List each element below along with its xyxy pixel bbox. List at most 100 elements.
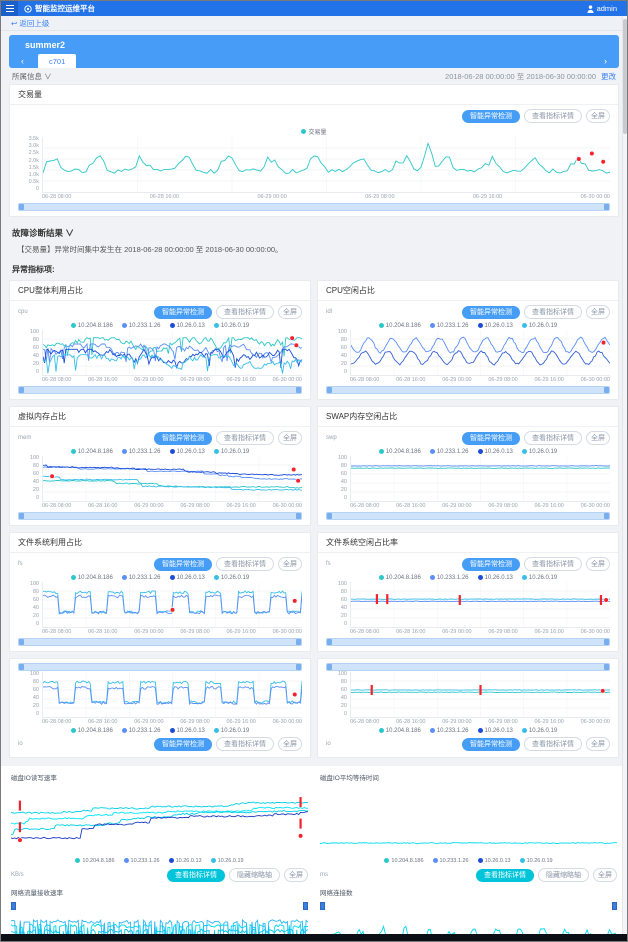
brush-left-handle[interactable]	[19, 639, 24, 645]
fullscreen-button[interactable]: 全屏	[586, 305, 610, 319]
diagnosis-title[interactable]: 故障诊断结果 ∨	[12, 228, 74, 238]
legend-item[interactable]: 10.26.0.13	[168, 858, 202, 864]
owner-info-label[interactable]: 所属信息 ∨	[12, 71, 52, 81]
brush-right-handle[interactable]	[604, 513, 609, 519]
legend-item[interactable]: 10.204.8.186	[70, 323, 113, 329]
brush-left-handle[interactable]	[327, 639, 332, 645]
anomaly-detect-button[interactable]: 智能异常检测	[154, 431, 212, 445]
fullscreen-button[interactable]: 全屏	[586, 431, 610, 445]
brush-left-handle[interactable]	[19, 387, 24, 393]
legend-item[interactable]: 10.26.0.19	[521, 323, 557, 329]
brush-selection[interactable]	[332, 639, 604, 645]
legend-item[interactable]: 10.233.1.26	[432, 858, 469, 864]
legend-item[interactable]: 10.26.0.13	[169, 449, 205, 455]
brush-right-handle[interactable]	[604, 664, 609, 670]
brush-bar[interactable]	[18, 512, 302, 520]
legend-item[interactable]: 10.204.8.186	[75, 858, 115, 864]
brush-bar[interactable]	[18, 203, 610, 211]
brush-bar[interactable]	[326, 638, 610, 646]
legend-item[interactable]: 10.204.8.186	[378, 323, 421, 329]
brush-left-handle[interactable]	[11, 902, 16, 910]
legend-item[interactable]: 10.26.0.13	[477, 728, 513, 734]
legend-item[interactable]: 10.204.8.186	[378, 449, 421, 455]
view-detail-button[interactable]: 查看指标详情	[476, 868, 534, 882]
fullscreen-button[interactable]: 全屏	[586, 109, 610, 123]
brush-selection[interactable]	[24, 513, 296, 519]
brush-selection[interactable]	[24, 387, 296, 393]
legend-item[interactable]: 10.233.1.26	[121, 728, 161, 734]
brush-selection[interactable]	[24, 664, 296, 670]
legend-item[interactable]: 10.26.0.13	[169, 575, 205, 581]
legend-item[interactable]: 10.233.1.26	[121, 449, 161, 455]
legend-item[interactable]: 10.233.1.26	[429, 575, 469, 581]
legend-item[interactable]: 10.26.0.13	[477, 323, 513, 329]
page-scrollbar[interactable]	[622, 16, 627, 934]
fullscreen-button[interactable]: 全屏	[278, 431, 302, 445]
legend-item[interactable]: 10.233.1.26	[429, 449, 469, 455]
legend-item[interactable]: 10.26.0.19	[213, 323, 249, 329]
view-detail-button[interactable]: 查看指标详情	[167, 868, 225, 882]
brush-selection[interactable]	[24, 204, 604, 210]
legend-item[interactable]: 10.204.8.186	[70, 728, 113, 734]
anomaly-detect-button[interactable]: 智能异常检测	[154, 737, 212, 751]
brush-bar[interactable]	[326, 663, 610, 671]
view-detail-button[interactable]: 查看指标详情	[216, 557, 274, 571]
brush-left-handle[interactable]	[327, 513, 332, 519]
brush-right-handle[interactable]	[296, 513, 301, 519]
brush-right-handle[interactable]	[604, 387, 609, 393]
brush-bar[interactable]	[18, 386, 302, 394]
legend-item[interactable]: 10.204.8.186	[384, 858, 424, 864]
anomaly-detect-button[interactable]: 智能异常检测	[462, 737, 520, 751]
view-detail-button[interactable]: 查看指标详情	[524, 109, 582, 123]
tabs-next-icon[interactable]: ›	[604, 56, 607, 66]
anomaly-detect-button[interactable]: 智能异常检测	[462, 305, 520, 319]
brush-selection[interactable]	[332, 387, 604, 393]
brush-right-handle[interactable]	[612, 902, 617, 910]
legend-item[interactable]: 10.26.0.13	[169, 728, 205, 734]
legend-item[interactable]: 10.26.0.13	[477, 858, 511, 864]
view-detail-button[interactable]: 查看指标详情	[216, 737, 274, 751]
anomaly-detect-button[interactable]: 智能异常检测	[154, 557, 212, 571]
legend-item[interactable]: 10.233.1.26	[123, 858, 160, 864]
legend-item[interactable]: 10.26.0.19	[210, 858, 244, 864]
legend-item[interactable]: 10.204.8.186	[70, 449, 113, 455]
view-detail-button[interactable]: 查看指标详情	[524, 305, 582, 319]
brush-right-handle[interactable]	[296, 639, 301, 645]
hide-brush-button[interactable]: 隐藏缩略轴	[229, 868, 280, 882]
fullscreen-button[interactable]: 全屏	[586, 737, 610, 751]
brush-left-handle[interactable]	[19, 664, 24, 670]
legend-item[interactable]: 10.233.1.26	[429, 728, 469, 734]
legend-item[interactable]: 10.233.1.26	[429, 323, 469, 329]
view-detail-button[interactable]: 查看指标详情	[216, 431, 274, 445]
view-detail-button[interactable]: 查看指标详情	[216, 305, 274, 319]
legend-item[interactable]: 10.26.0.13	[477, 575, 513, 581]
anomaly-detect-button[interactable]: 智能异常检测	[154, 305, 212, 319]
legend-item[interactable]: 10.26.0.13	[477, 449, 513, 455]
brush-left-handle[interactable]	[19, 513, 24, 519]
brush-left-handle[interactable]	[320, 902, 325, 910]
anomaly-detect-button[interactable]: 智能异常检测	[462, 557, 520, 571]
brush-selection[interactable]	[24, 639, 296, 645]
brush-left-handle[interactable]	[327, 664, 332, 670]
legend-item[interactable]: 10.233.1.26	[121, 323, 161, 329]
legend-item[interactable]: 10.204.8.186	[378, 575, 421, 581]
menu-icon[interactable]	[1, 1, 18, 16]
legend-item[interactable]: 10.26.0.19	[521, 575, 557, 581]
view-detail-button[interactable]: 查看指标详情	[524, 737, 582, 751]
legend-item[interactable]: 10.26.0.19	[213, 575, 249, 581]
brush-left-handle[interactable]	[327, 387, 332, 393]
brush-right-handle[interactable]	[296, 387, 301, 393]
brush-bar[interactable]	[18, 663, 302, 671]
view-detail-button[interactable]: 查看指标详情	[524, 431, 582, 445]
view-detail-button[interactable]: 查看指标详情	[524, 557, 582, 571]
fullscreen-button[interactable]: 全屏	[284, 868, 308, 882]
brush-bar[interactable]	[326, 512, 610, 520]
brush-right-handle[interactable]	[604, 639, 609, 645]
fullscreen-button[interactable]: 全屏	[593, 868, 617, 882]
fullscreen-button[interactable]: 全屏	[278, 557, 302, 571]
legend-item[interactable]: 10.204.8.186	[70, 575, 113, 581]
legend-item[interactable]: 10.26.0.19	[213, 728, 249, 734]
brush-right-handle[interactable]	[303, 902, 308, 910]
legend-item[interactable]: 10.26.0.19	[521, 449, 557, 455]
brush-left-handle[interactable]	[19, 204, 24, 210]
